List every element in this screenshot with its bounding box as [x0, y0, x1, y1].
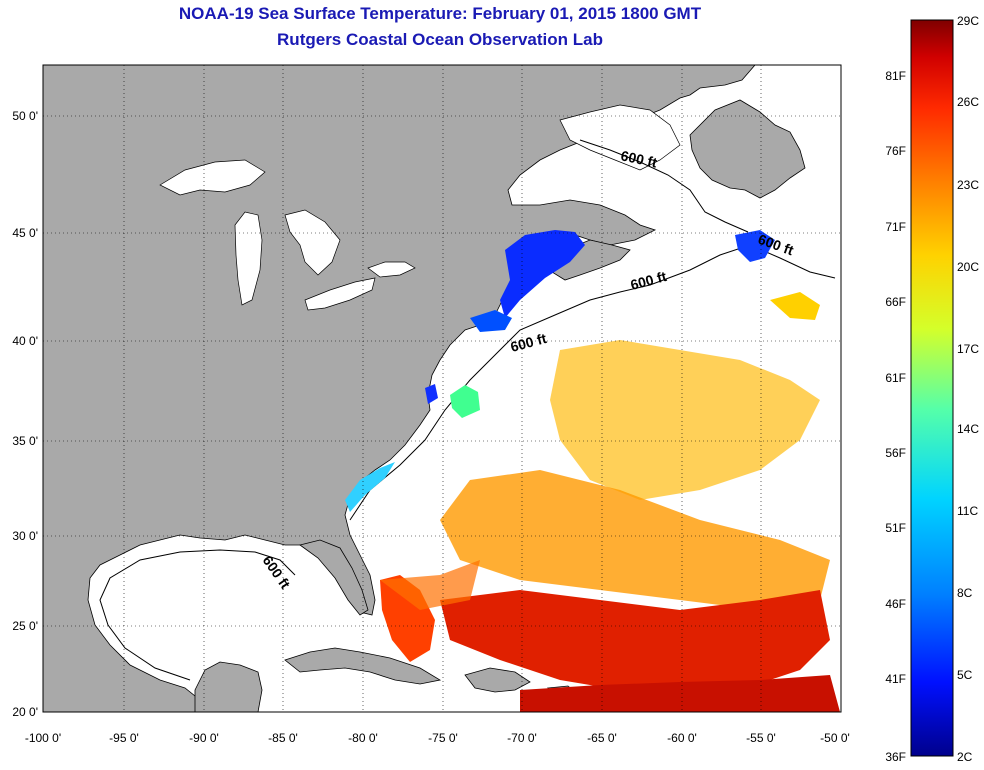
- yucatan-land: [194, 661, 263, 712]
- lon-tick-label: -100 0': [25, 731, 61, 745]
- lon-tick-label: -65 0': [587, 731, 617, 745]
- isobath-line-gulf: [99, 549, 296, 681]
- map-title: NOAA-19 Sea Surface Temperature: Februar…: [178, 4, 702, 23]
- lon-tick-label: -75 0': [428, 731, 458, 745]
- lon-tick-label: -55 0': [746, 731, 776, 745]
- lat-tick-label: 35 0': [12, 434, 38, 448]
- lake-erie: [304, 277, 376, 311]
- lat-tick-label: 20 0': [12, 705, 38, 719]
- colorbar-c-label: 20C: [957, 260, 979, 274]
- lon-tick-label: -60 0': [667, 731, 697, 745]
- colorbar-f-label: 36F: [885, 750, 906, 764]
- colorbar-f-label: 71F: [885, 220, 906, 234]
- lake-michigan: [234, 211, 263, 306]
- colorbar-f-label: 76F: [885, 144, 906, 158]
- sst-cold-newfoundland: [735, 230, 775, 262]
- sst-warm-sargasso-1: [550, 340, 820, 500]
- colorbar-c-label: 8C: [957, 586, 973, 600]
- isobath-line-north: [579, 139, 749, 233]
- florida-land: [299, 539, 369, 616]
- colorbar-c-label: 17C: [957, 342, 979, 356]
- sst-hot-caribbean-2: [520, 675, 840, 712]
- lon-tick-label: -85 0': [268, 731, 298, 745]
- sst-data: [345, 230, 840, 712]
- sst-mid-carolina: [345, 462, 395, 512]
- lat-tick-label: 45 0': [12, 226, 38, 240]
- sst-cold-cape-cod: [470, 310, 512, 332]
- colorbar: 81F 76F 71F 66F 61F 56F 51F 46F 41F 36F …: [885, 14, 979, 764]
- lon-axis: -100 0' -95 0' -90 0' -85 0' -80 0' -75 …: [25, 731, 850, 745]
- cuba-land: [284, 647, 442, 685]
- st-lawrence-water: [559, 104, 681, 171]
- sst-mid-gulfstream: [450, 385, 480, 418]
- colorbar-f-label: 81F: [885, 69, 906, 83]
- colorbar-f-label: 51F: [885, 521, 906, 535]
- lake-huron: [284, 209, 341, 276]
- depth-label: 600 ft: [619, 147, 658, 170]
- colorbar-f-label: 56F: [885, 446, 906, 460]
- colorbar-c-label: 23C: [957, 178, 979, 192]
- colorbar-c-label: 11C: [957, 504, 978, 518]
- newfoundland-land: [689, 99, 806, 199]
- hispaniola-land: [464, 667, 531, 693]
- sst-cold-gulf-of-maine: [500, 230, 585, 318]
- lake-ontario: [367, 261, 416, 278]
- map-subtitle: Rutgers Coastal Ocean Observation Lab: [277, 30, 603, 49]
- colorbar-scale: [910, 19, 954, 757]
- sst-warm-sargasso-2: [440, 470, 830, 610]
- lon-tick-label: -90 0': [189, 731, 219, 745]
- lake-superior: [159, 159, 266, 196]
- lat-tick-label: 25 0': [12, 619, 38, 633]
- sst-hot-caribbean-1: [440, 590, 830, 700]
- lat-tick-label: 50 0': [12, 109, 38, 123]
- graticule: [43, 65, 841, 712]
- colorbar-c-label: 5C: [957, 668, 973, 682]
- colorbar-f-label: 41F: [885, 672, 906, 686]
- sst-cold-chesapeake: [425, 384, 438, 404]
- colorbar-c-label: 2C: [957, 750, 973, 764]
- colorbar-f-label: 46F: [885, 597, 906, 611]
- colorbar-c-label: 29C: [957, 14, 979, 28]
- colorbar-f-label: 61F: [885, 371, 906, 385]
- sst-warm-grand-banks: [770, 292, 820, 320]
- lat-tick-label: 40 0': [12, 334, 38, 348]
- lat-axis: 50 0' 45 0' 40 0' 35 0' 30 0' 25 0' 20 0…: [12, 109, 38, 719]
- lon-tick-label: -80 0': [348, 731, 378, 745]
- lon-tick-label: -70 0': [507, 731, 537, 745]
- map-frame: [42, 64, 842, 713]
- sst-warm-orange-band: [380, 560, 480, 610]
- colorbar-f-label: 66F: [885, 295, 906, 309]
- nova-scotia-land: [544, 239, 631, 281]
- colorbar-c-label: 14C: [957, 422, 979, 436]
- lon-tick-label: -95 0': [109, 731, 139, 745]
- lon-tick-label: -50 0': [820, 731, 850, 745]
- colorbar-c-label: 26C: [957, 95, 979, 109]
- lat-tick-label: 30 0': [12, 529, 38, 543]
- north-america-land: [43, 65, 756, 712]
